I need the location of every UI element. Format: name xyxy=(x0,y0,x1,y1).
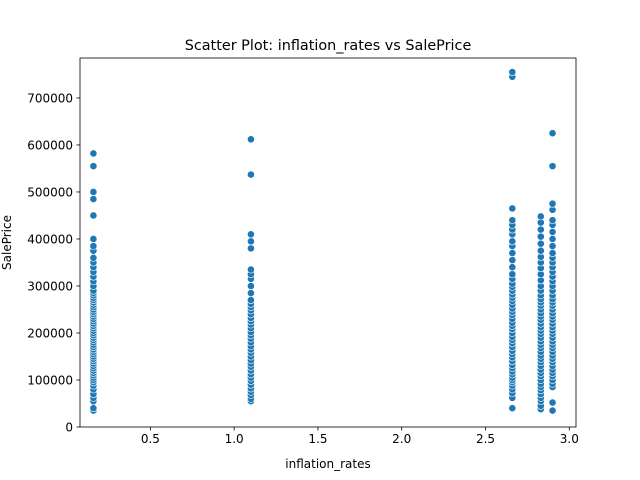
scatter-point xyxy=(548,242,557,250)
scatter-point xyxy=(548,129,557,138)
scatter-point xyxy=(508,256,517,265)
plot-frame xyxy=(79,57,577,428)
scatter-point xyxy=(548,235,557,243)
x-tick-label: 0.5 xyxy=(141,432,160,446)
y-tick-label: 400000 xyxy=(27,232,73,246)
scatter-point xyxy=(247,135,255,144)
x-tick-label: 2.5 xyxy=(476,432,495,446)
scatter-point xyxy=(89,195,98,203)
scatter-point xyxy=(247,170,255,179)
scatter-point xyxy=(89,253,98,262)
scatter-points xyxy=(89,68,557,415)
y-tick-label: 600000 xyxy=(27,138,73,152)
y-tick-label: 0 xyxy=(65,420,73,434)
scatter-point xyxy=(89,404,98,413)
x-tick-label: 1.5 xyxy=(308,432,327,446)
x-tick-label: 2.0 xyxy=(392,432,411,446)
scatter-point xyxy=(536,246,545,255)
scatter-point xyxy=(89,242,98,250)
chart-title: Scatter Plot: inflation_rates vs SalePri… xyxy=(185,38,472,54)
y-tick-label: 700000 xyxy=(27,91,73,105)
scatter-point xyxy=(508,204,517,213)
scatter-point xyxy=(548,199,557,208)
scatter-point xyxy=(548,162,557,171)
scatter-point xyxy=(508,249,517,257)
scatter-point xyxy=(548,216,557,225)
scatter-point xyxy=(247,265,255,274)
scatter-point xyxy=(247,296,255,304)
scatter-point xyxy=(89,149,98,158)
y-tick-label: 500000 xyxy=(27,185,73,199)
scatter-point xyxy=(548,406,557,415)
y-axis-ticks: 0 100000 200000 300000 400000 500000 600000 700… xyxy=(27,91,80,434)
scatter-point xyxy=(536,232,545,241)
scatter-point xyxy=(508,237,517,246)
x-tick-label: 3.0 xyxy=(560,432,579,446)
y-tick-label: 300000 xyxy=(27,279,73,293)
scatter-point xyxy=(89,235,98,243)
scatter-point xyxy=(536,212,545,221)
scatter-point xyxy=(536,239,545,248)
scatter-point xyxy=(548,249,557,257)
scatter-point xyxy=(508,404,517,413)
scatter-point xyxy=(89,188,98,196)
scatter-point xyxy=(508,263,517,272)
scatter-point xyxy=(247,289,255,297)
y-tick-label: 100000 xyxy=(27,373,73,387)
scatter-point xyxy=(548,398,557,407)
x-tick-label: 1.0 xyxy=(225,432,244,446)
x-axis-label: inflation_rates xyxy=(285,457,370,471)
y-axis-label: SalePrice xyxy=(0,215,14,270)
scatter-point xyxy=(89,211,98,220)
scatter-point xyxy=(247,230,255,239)
scatter-point xyxy=(247,244,255,253)
scatter-point xyxy=(536,225,545,234)
scatter-point xyxy=(508,68,517,77)
x-axis-ticks: 0.5 1.0 1.5 2.0 2.5 3.0 xyxy=(141,427,579,446)
scatter-point xyxy=(247,282,255,290)
scatter-point xyxy=(548,228,557,236)
scatter-point xyxy=(508,270,517,279)
y-tick-label: 200000 xyxy=(27,326,73,340)
scatter-point xyxy=(508,216,517,225)
scatter-point xyxy=(89,162,98,171)
scatter-point xyxy=(247,237,255,246)
